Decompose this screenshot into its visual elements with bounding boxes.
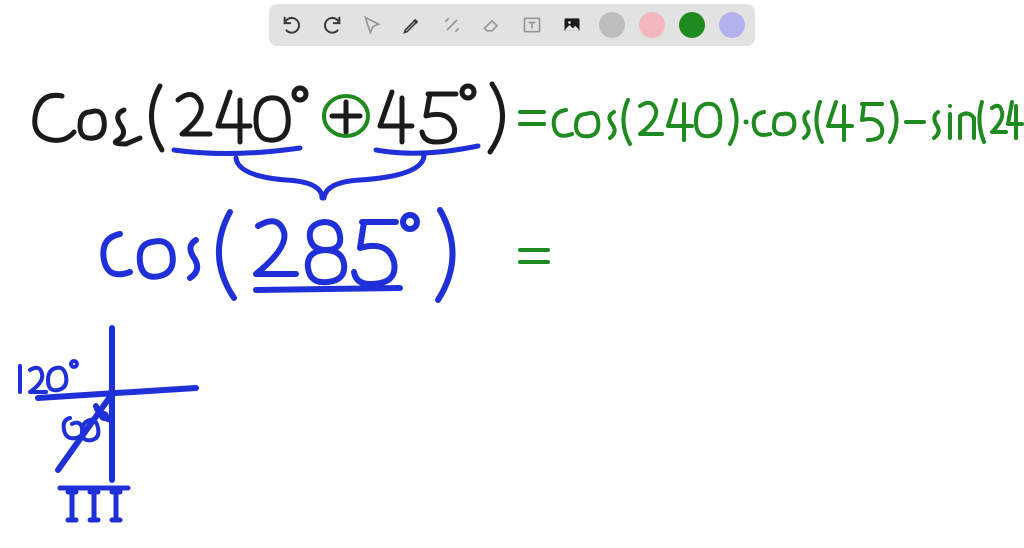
plus-sign (332, 102, 360, 132)
equals-line2 (520, 250, 548, 262)
quadrant-3-marks (60, 488, 128, 520)
blue-annotations-line1 (174, 146, 478, 198)
expr-cos-285 (103, 210, 452, 300)
whiteboard-canvas[interactable] (0, 0, 1024, 548)
expr-cos-240-plus-45 (35, 84, 503, 152)
expr-rhs-green (520, 100, 1022, 144)
axes-diagram (20, 328, 196, 520)
